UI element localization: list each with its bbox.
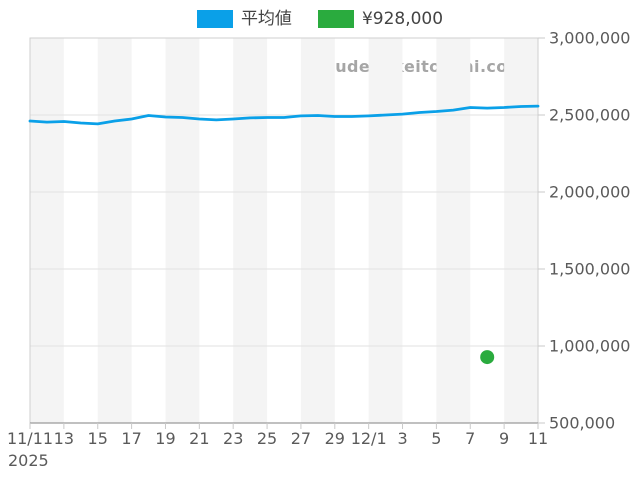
x-axis-year-label: 2025 xyxy=(8,451,49,470)
x-tick-label: 25 xyxy=(257,429,277,448)
x-tick-label: 7 xyxy=(465,429,475,448)
x-tick-label: 11/11 xyxy=(7,429,53,448)
x-tick-label: 29 xyxy=(325,429,345,448)
chart-legend: 平均値 ¥928,000 xyxy=(0,8,640,30)
legend-item-price[interactable]: ¥928,000 xyxy=(317,8,444,29)
background-stripe xyxy=(233,38,268,423)
background-stripe xyxy=(30,38,64,423)
background-stripe xyxy=(504,38,538,423)
y-tick-label: 2,500,000 xyxy=(549,106,630,125)
average-line-series xyxy=(28,104,540,126)
legend-label-average: 平均値 xyxy=(240,8,292,29)
legend-swatch-price xyxy=(317,10,354,28)
x-tick-label: 17 xyxy=(121,429,141,448)
legend-swatch-average xyxy=(196,10,233,28)
x-tick-label: 23 xyxy=(223,429,243,448)
background-stripe xyxy=(436,38,471,423)
y-tick-label: 1,500,000 xyxy=(549,260,630,279)
x-tick-label: 12/1 xyxy=(351,429,387,448)
x-tick-label: 21 xyxy=(189,429,209,448)
x-tick-label: 19 xyxy=(155,429,175,448)
x-tick-label: 27 xyxy=(291,429,311,448)
y-tick-label: 3,000,000 xyxy=(549,29,630,48)
background-stripe xyxy=(368,38,403,423)
x-tick-label: 3 xyxy=(397,429,407,448)
legend-label-price: ¥928,000 xyxy=(361,8,444,29)
x-tick-label: 15 xyxy=(88,429,108,448)
x-tick-label: 13 xyxy=(54,429,74,448)
y-tick-label: 500,000 xyxy=(549,414,615,433)
legend-item-average[interactable]: 平均値 xyxy=(196,8,292,29)
y-tick-label: 1,000,000 xyxy=(549,337,630,356)
x-tick-label: 5 xyxy=(431,429,441,448)
background-stripe xyxy=(97,38,132,423)
x-tick-label: 9 xyxy=(499,429,509,448)
background-stripe xyxy=(300,38,335,423)
x-tick-label: 11 xyxy=(528,429,548,448)
price-point xyxy=(480,350,495,365)
background-stripe xyxy=(165,38,200,423)
y-tick-label: 2,000,000 xyxy=(549,183,630,202)
